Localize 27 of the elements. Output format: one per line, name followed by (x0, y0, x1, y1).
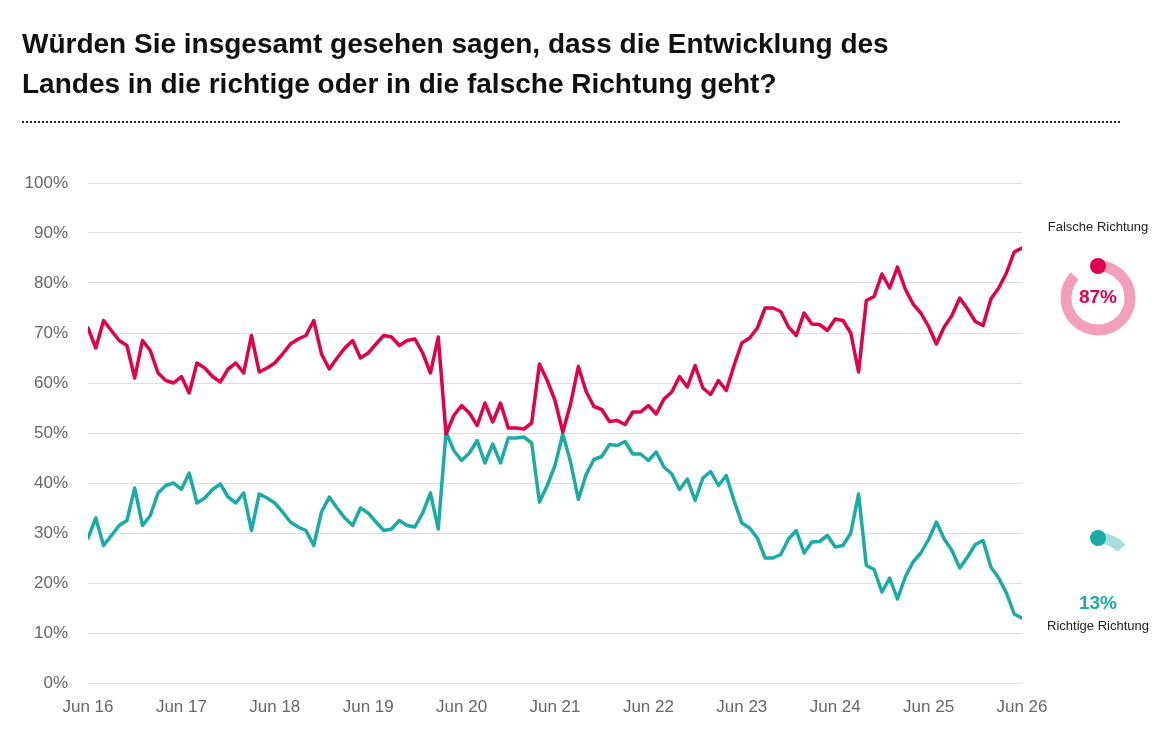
y-tick-label: 20% (33, 572, 68, 592)
text: 87% (1078, 286, 1118, 308)
x-tick-label: Jun 17 (155, 696, 207, 716)
y-tick-label: 10% (33, 622, 68, 642)
x-tick-label: Jun 21 (529, 696, 581, 716)
y-tick-label: 90% (33, 222, 68, 242)
x-tick-label: Jun 26 (996, 696, 1048, 716)
y-tick-label: 60% (33, 372, 68, 392)
y-tick-label: 70% (33, 322, 68, 342)
y-tick-label: 0% (43, 672, 68, 692)
y-tick-label: 40% (33, 472, 68, 492)
x-tick-label: Jun 20 (436, 696, 488, 716)
x-tick-label: Jun 25 (903, 696, 955, 716)
x-tick-label: Jun 24 (809, 696, 861, 716)
x-tick-label: Jun 18 (249, 696, 301, 716)
y-tick-label: 100% (24, 172, 68, 192)
series-label: Richtige Richtung (1047, 617, 1149, 633)
y-tick-label: 30% (33, 522, 68, 542)
x-tick-label: Jun 19 (342, 696, 394, 716)
chart-title: Würden Sie insgesamt gesehen sagen, dass die Entwicklung des Landes in die richtige oder in die falsche Richtung geht? (22, 27, 890, 101)
text: 13% (1078, 592, 1118, 614)
x-tick-label: Jun 23 (716, 696, 768, 716)
x-tick-label: Jun 16 (62, 696, 114, 716)
y-tick-label: 50% (33, 422, 68, 442)
y-tick-label: 80% (33, 272, 68, 292)
x-tick-label: Jun 22 (622, 696, 674, 716)
text: Falsche Richtung (1047, 218, 1149, 234)
